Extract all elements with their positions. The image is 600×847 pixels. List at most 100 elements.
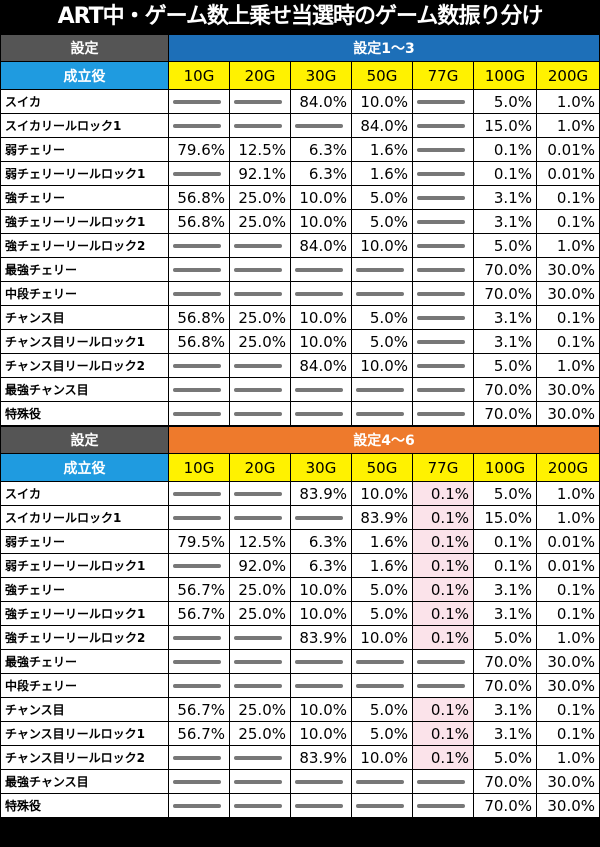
value-cell: 0.1% (412, 601, 474, 626)
dash-mark (417, 660, 465, 664)
value-cell: 0.1% (412, 745, 474, 770)
dash-mark (295, 412, 343, 416)
dash-mark (295, 388, 343, 392)
empty-cell (290, 649, 352, 674)
dash-mark (173, 244, 221, 248)
empty-cell (168, 113, 230, 138)
column-header: 10G (168, 61, 230, 90)
empty-cell (229, 401, 291, 426)
value-cell: 1.0% (535, 233, 600, 258)
dash-mark (295, 684, 343, 688)
column-header: 200G (535, 61, 600, 90)
value-cell: 83.9% (290, 481, 352, 506)
value-cell: 30.0% (535, 649, 600, 674)
value-cell: 1.6% (351, 529, 413, 554)
value-cell: 6.3% (290, 529, 352, 554)
table-row: 強チェリーリールロック1 56.8% 25.0% 10.0% 5.0% 3.1% 0.1% (0, 209, 600, 234)
empty-cell (168, 745, 230, 770)
value-cell: 5.0% (351, 185, 413, 210)
empty-cell (168, 377, 230, 402)
value-cell: 5.0% (473, 625, 537, 650)
row-label: スイカリールロック1 (0, 113, 169, 138)
empty-cell (290, 793, 352, 818)
empty-cell (229, 377, 291, 402)
value-cell: 25.0% (229, 209, 291, 234)
value-cell: 0.1% (535, 329, 600, 354)
empty-cell (290, 401, 352, 426)
dash-mark (173, 660, 221, 664)
empty-cell (229, 353, 291, 378)
dash-mark (295, 292, 343, 296)
dash-mark (356, 804, 404, 808)
dash-mark (295, 268, 343, 272)
value-cell: 0.1% (412, 625, 474, 650)
empty-cell (412, 769, 474, 794)
value-cell: 25.0% (229, 577, 291, 602)
dash-mark (295, 516, 343, 520)
empty-cell (290, 281, 352, 306)
row-label: 弱チェリー (0, 137, 169, 162)
value-cell: 83.9% (290, 745, 352, 770)
dash-mark (173, 124, 221, 128)
empty-cell (412, 673, 474, 698)
empty-cell (229, 745, 291, 770)
empty-cell (412, 209, 474, 234)
table-row: 弱チェリー 79.6% 12.5% 6.3% 1.6% 0.1% 0.01% (0, 137, 600, 162)
value-cell: 0.1% (535, 305, 600, 330)
value-cell: 70.0% (473, 257, 537, 282)
value-cell: 30.0% (535, 793, 600, 818)
value-cell: 3.1% (473, 721, 537, 746)
empty-cell (351, 257, 413, 282)
row-label: 強チェリーリールロック2 (0, 233, 169, 258)
table-row: チャンス目 56.8% 25.0% 10.0% 5.0% 3.1% 0.1% (0, 305, 600, 330)
empty-cell (412, 257, 474, 282)
empty-cell (168, 233, 230, 258)
dash-mark (356, 388, 404, 392)
empty-cell (412, 161, 474, 186)
table-row: 弱チェリーリールロック1 92.0% 6.3% 1.6% 0.1% 0.1% 0.01% (0, 553, 600, 578)
empty-cell (229, 281, 291, 306)
table-row: 最強チャンス目 70.0% 30.0% (0, 769, 600, 794)
value-cell: 84.0% (290, 89, 352, 114)
distribution-table: 設定 設定4～6 成立役 10G 20G 30G 50G 77G 100G 200G スイカ 83.9… (0, 426, 600, 818)
table-row: スイカ 83.9% 10.0% 0.1% 5.0% 1.0% (0, 481, 600, 506)
value-cell: 5.0% (473, 89, 537, 114)
value-cell: 30.0% (535, 281, 600, 306)
column-header: 77G (412, 453, 474, 482)
value-cell: 25.0% (229, 601, 291, 626)
value-cell: 1.0% (535, 89, 600, 114)
dash-mark (173, 804, 221, 808)
table-row: 最強チャンス目 70.0% 30.0% (0, 377, 600, 402)
table-row: チャンス目リールロック1 56.7% 25.0% 10.0% 5.0% 0.1% 3.1% 0… (0, 721, 600, 746)
value-cell: 10.0% (351, 353, 413, 378)
value-cell: 0.1% (412, 721, 474, 746)
value-cell: 5.0% (473, 233, 537, 258)
dash-mark (417, 804, 465, 808)
value-cell: 3.1% (473, 329, 537, 354)
value-cell: 6.3% (290, 137, 352, 162)
table-row: 強チェリーリールロック2 83.9% 10.0% 0.1% 5.0% 1.0% (0, 625, 600, 650)
empty-cell (168, 625, 230, 650)
dash-mark (417, 172, 465, 176)
value-cell: 5.0% (473, 745, 537, 770)
dash-mark (173, 388, 221, 392)
row-label: スイカリールロック1 (0, 505, 169, 530)
empty-cell (168, 257, 230, 282)
empty-cell (412, 401, 474, 426)
value-cell: 10.0% (290, 601, 352, 626)
row-label: スイカ (0, 481, 169, 506)
row-label: チャンス目リールロック1 (0, 721, 169, 746)
value-cell: 1.0% (535, 745, 600, 770)
table-row: スイカリールロック1 84.0% 15.0% 1.0% (0, 113, 600, 138)
empty-cell (229, 505, 291, 530)
row-label: 特殊役 (0, 401, 169, 426)
row-label: スイカ (0, 89, 169, 114)
value-cell: 5.0% (473, 353, 537, 378)
table-row: チャンス目リールロック2 83.9% 10.0% 0.1% 5.0% 1.0% (0, 745, 600, 770)
empty-cell (412, 137, 474, 162)
table-row: スイカリールロック1 83.9% 0.1% 15.0% 1.0% (0, 505, 600, 530)
value-cell: 10.0% (290, 329, 352, 354)
value-cell: 10.0% (351, 233, 413, 258)
dash-mark (417, 780, 465, 784)
empty-cell (229, 113, 291, 138)
